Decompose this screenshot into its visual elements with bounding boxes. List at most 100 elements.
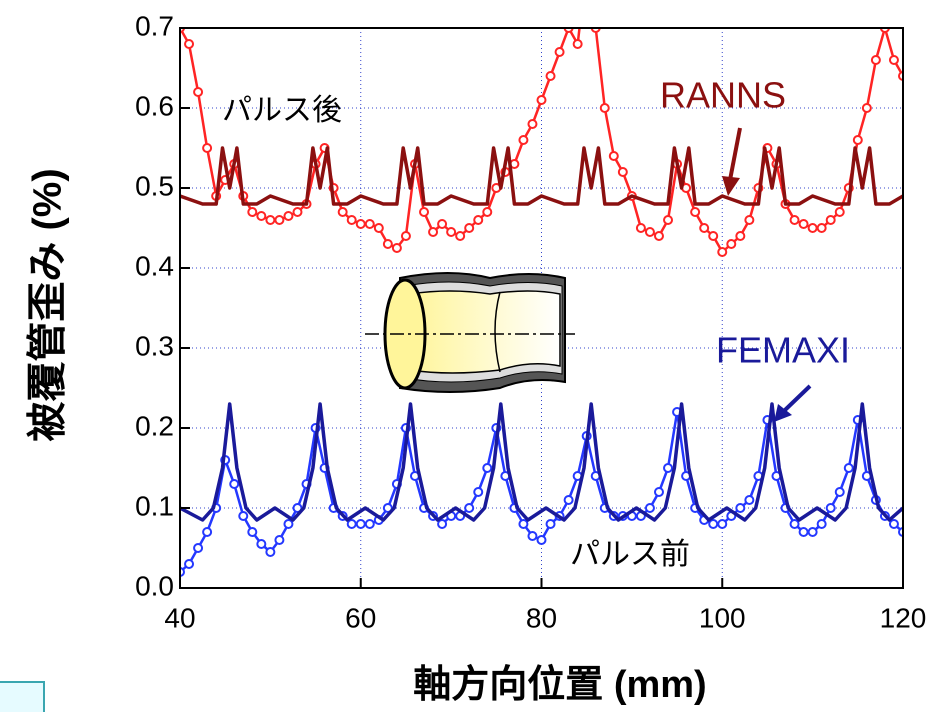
data-point <box>437 519 448 529</box>
data-point <box>292 207 303 217</box>
pipe-illustration <box>365 272 575 393</box>
data-point <box>653 487 664 497</box>
data-point <box>888 55 899 65</box>
data-point <box>545 519 556 529</box>
data-point <box>663 463 674 473</box>
data-point <box>265 215 276 225</box>
data-point <box>807 527 818 537</box>
data-point <box>843 463 854 473</box>
data-point <box>202 527 213 537</box>
data-point <box>346 215 357 225</box>
data-point <box>193 87 204 97</box>
data-point <box>789 215 800 225</box>
data-point <box>663 215 674 225</box>
data-point <box>473 215 484 225</box>
data-point <box>400 231 411 241</box>
data-point <box>861 103 872 113</box>
data-point <box>527 531 538 541</box>
x-tick-label: 80 <box>526 602 557 633</box>
data-point <box>536 535 547 545</box>
data-point <box>265 547 276 557</box>
data-point <box>464 503 475 513</box>
x-tick-label: 60 <box>345 602 376 633</box>
data-point <box>184 39 195 49</box>
data-point <box>446 227 457 237</box>
data-point <box>572 39 583 49</box>
data-point <box>744 215 755 225</box>
data-point <box>816 223 827 233</box>
data-point <box>337 207 348 217</box>
arrows <box>722 127 812 422</box>
data-point <box>428 227 439 237</box>
corner-box <box>0 681 45 715</box>
data-point <box>708 519 719 529</box>
data-point <box>545 71 556 81</box>
data-point <box>717 519 728 529</box>
x-tick-label: 120 <box>880 602 927 633</box>
data-point <box>193 543 204 553</box>
data-point <box>274 215 285 225</box>
data-point <box>391 243 402 253</box>
data-point <box>644 227 655 237</box>
y-tick-label: 0.0 <box>135 570 174 601</box>
data-point <box>283 211 294 221</box>
data-point <box>735 231 746 241</box>
data-point <box>699 223 710 233</box>
data-point <box>825 503 836 513</box>
data-point <box>563 495 574 505</box>
x-tick-label: 100 <box>699 602 746 633</box>
data-point <box>798 527 809 537</box>
data-point <box>247 207 258 217</box>
data-point <box>283 519 294 529</box>
y-tick-label: 0.6 <box>135 90 174 121</box>
data-point <box>554 47 565 57</box>
data-point <box>825 215 836 225</box>
data-point <box>355 519 366 529</box>
data-point <box>202 143 213 153</box>
data-point <box>834 487 845 497</box>
plot-data <box>180 28 903 577</box>
data-point <box>256 211 267 221</box>
data-point <box>346 519 357 529</box>
x-axis-label: 軸方向位置 (mm) <box>413 664 706 706</box>
data-point <box>653 231 664 241</box>
data-point <box>382 239 393 249</box>
data-point <box>184 559 195 569</box>
y-tick-label: 0.4 <box>135 250 174 281</box>
data-point <box>238 511 249 521</box>
data-point <box>482 207 493 217</box>
series-line <box>180 146 903 206</box>
annotation: パルス前 <box>570 538 690 571</box>
data-point <box>789 519 800 529</box>
data-point <box>635 223 646 233</box>
data-point <box>437 219 448 229</box>
data-point <box>373 223 384 233</box>
y-tick-label: 0.3 <box>135 330 174 361</box>
data-point <box>536 95 547 105</box>
data-point <box>807 223 818 233</box>
annotation: パルス後 <box>222 94 342 127</box>
data-point <box>644 503 655 513</box>
data-point <box>888 519 899 529</box>
data-point <box>690 207 701 217</box>
data-point <box>608 151 619 161</box>
data-point <box>247 527 258 537</box>
data-point <box>527 119 538 129</box>
data-point <box>455 231 466 241</box>
series-line <box>180 402 903 522</box>
data-point <box>708 231 719 241</box>
data-point <box>464 223 475 233</box>
data-point <box>364 519 375 529</box>
annotation: RANNS <box>660 75 786 116</box>
data-point <box>726 239 737 249</box>
y-axis-label: 被覆管歪み (%) <box>26 168 70 441</box>
data-point <box>364 219 375 229</box>
data-point <box>473 487 484 497</box>
data-point <box>419 207 430 217</box>
y-tick-label: 0.7 <box>135 10 174 41</box>
data-point <box>518 135 529 145</box>
data-point <box>744 495 755 505</box>
data-point <box>518 519 529 529</box>
